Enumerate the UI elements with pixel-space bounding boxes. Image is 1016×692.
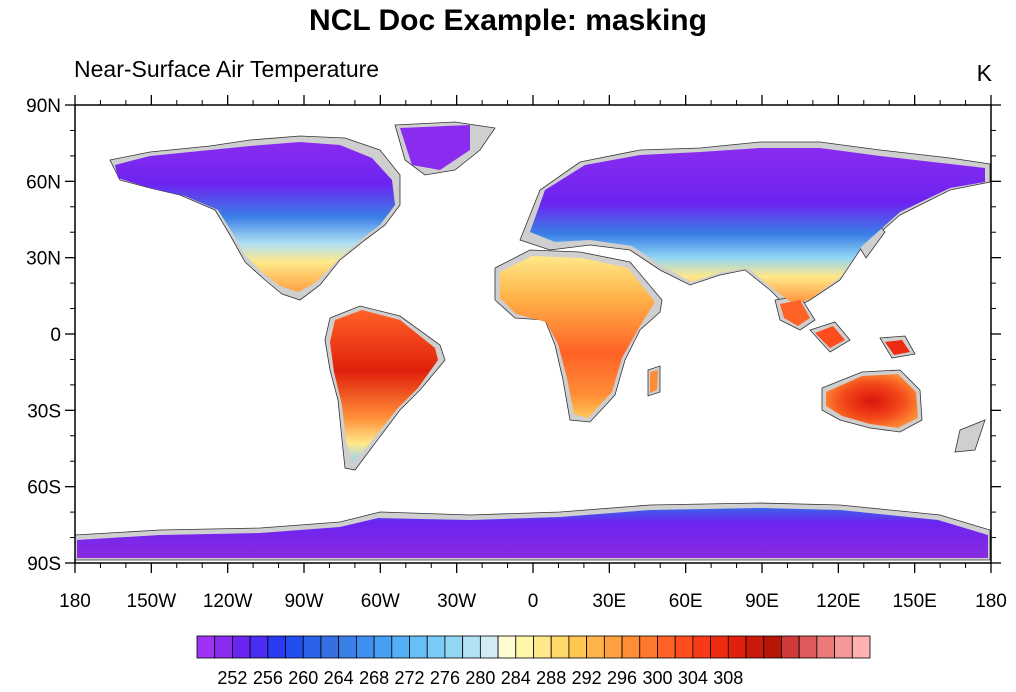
greenland-temp [400, 125, 470, 170]
lon-tick-label: 180 [59, 591, 91, 612]
colorbar-label: 284 [501, 668, 531, 688]
colorbar-swatch [232, 635, 251, 659]
colorbar-swatch [745, 635, 765, 659]
lon-tick-label: 120E [816, 591, 860, 612]
latitude-axis: 90N 60N 30N 0 30S 60S 90S [26, 96, 1001, 575]
colorbar-swatch [834, 635, 853, 659]
colorbar-swatch [515, 635, 534, 659]
lon-tick-label: 120W [203, 591, 253, 612]
lon-tick-label: 30W [437, 591, 476, 612]
colorbar-swatch [657, 635, 676, 659]
colorbar-swatch [621, 635, 641, 659]
colorbar-swatch [550, 635, 570, 659]
colorbar-swatch [302, 635, 322, 659]
colorbar-swatch [692, 635, 712, 659]
colorbar-swatch [479, 635, 499, 659]
lon-tick-label: 0 [528, 591, 539, 612]
colorbar-swatch [781, 635, 800, 659]
colorbar-swatch [763, 635, 782, 659]
north-america-temp [115, 142, 395, 292]
lon-tick-label: 180 [975, 591, 1007, 612]
colorbar-swatch [373, 635, 393, 659]
temperature-field [77, 125, 988, 558]
colorbar-label: 288 [536, 668, 566, 688]
colorbar-swatch [462, 635, 481, 659]
colorbar-label: 264 [324, 668, 354, 688]
colorbar-swatch [533, 635, 552, 659]
borneo-temp [815, 326, 845, 348]
colorbar-swatch [851, 635, 871, 659]
colorbar-swatch [249, 635, 269, 659]
colorbar-swatch [320, 635, 340, 659]
colorbar-label: 280 [465, 668, 495, 688]
colorbar-label: 300 [642, 668, 672, 688]
colorbar-swatch [355, 635, 375, 659]
lat-tick-label: 90S [27, 554, 61, 575]
colorbar-label: 252 [217, 668, 247, 688]
colorbar-label: 260 [288, 668, 318, 688]
indochina-temp [780, 300, 810, 326]
colorbar-swatch [444, 635, 464, 659]
lon-tick-label: 150W [127, 591, 177, 612]
colorbar-swatch [214, 635, 233, 659]
colorbar-swatch [586, 635, 605, 659]
colorbar-swatch [816, 635, 835, 659]
lon-tick-label: 150E [892, 591, 936, 612]
colorbar-swatch [639, 635, 658, 659]
lat-tick-label: 90N [26, 96, 61, 117]
colorbar-swatch [285, 635, 304, 659]
colorbar-label: 304 [678, 668, 708, 688]
colorbar-swatch [798, 635, 818, 659]
colorbar-label: 256 [253, 668, 283, 688]
lat-tick-label: 60N [26, 172, 61, 193]
colorbar-label: 292 [572, 668, 602, 688]
antarctica-temp [77, 508, 988, 558]
lon-tick-label: 30E [592, 591, 626, 612]
colorbar-swatch [391, 635, 410, 659]
colorbar: 252 256 260 264 268 272 276 280 284 288 292 296 300 3… [196, 635, 871, 688]
colorbar-label: 268 [359, 668, 389, 688]
colorbar-swatch [603, 635, 623, 659]
colorbar-swatch [710, 635, 729, 659]
colorbar-swatch [267, 635, 286, 659]
colorbar-label: 296 [607, 668, 637, 688]
lat-tick-label: 60S [27, 478, 61, 499]
variable-name: Near-Surface Air Temperature [74, 56, 380, 82]
colorbar-swatch [727, 635, 747, 659]
plot-title: NCL Doc Example: masking [309, 4, 707, 37]
colorbar-swatch [568, 635, 588, 659]
colorbar-swatch [409, 635, 428, 659]
units-label: K [976, 60, 992, 86]
colorbar-swatch [338, 635, 357, 659]
africa-temp [500, 256, 655, 418]
colorbar-swatch [196, 635, 216, 659]
new-guinea-temp [885, 340, 910, 355]
lon-tick-label: 90E [745, 591, 779, 612]
colorbar-swatch [674, 635, 694, 659]
australia-temp [826, 374, 918, 428]
lat-tick-label: 30S [27, 401, 61, 422]
longitude-axis: 180 150W 120W 90W 60W 30W 0 30E 60E 90E 120E 150E 18… [59, 95, 1007, 612]
madagascar-temp [650, 370, 658, 393]
lon-tick-label: 90W [284, 591, 323, 612]
colorbar-label: 276 [430, 668, 460, 688]
lon-tick-label: 60E [669, 591, 703, 612]
south-america-temp [330, 310, 438, 462]
colorbar-label: 308 [713, 668, 743, 688]
colorbar-label: 272 [395, 668, 425, 688]
lat-tick-label: 30N [26, 249, 61, 270]
colorbar-swatch [426, 635, 446, 659]
lat-tick-label: 0 [50, 325, 61, 346]
lon-tick-label: 60W [361, 591, 400, 612]
eurasia-temp [530, 148, 985, 305]
colorbar-swatch [497, 635, 517, 659]
